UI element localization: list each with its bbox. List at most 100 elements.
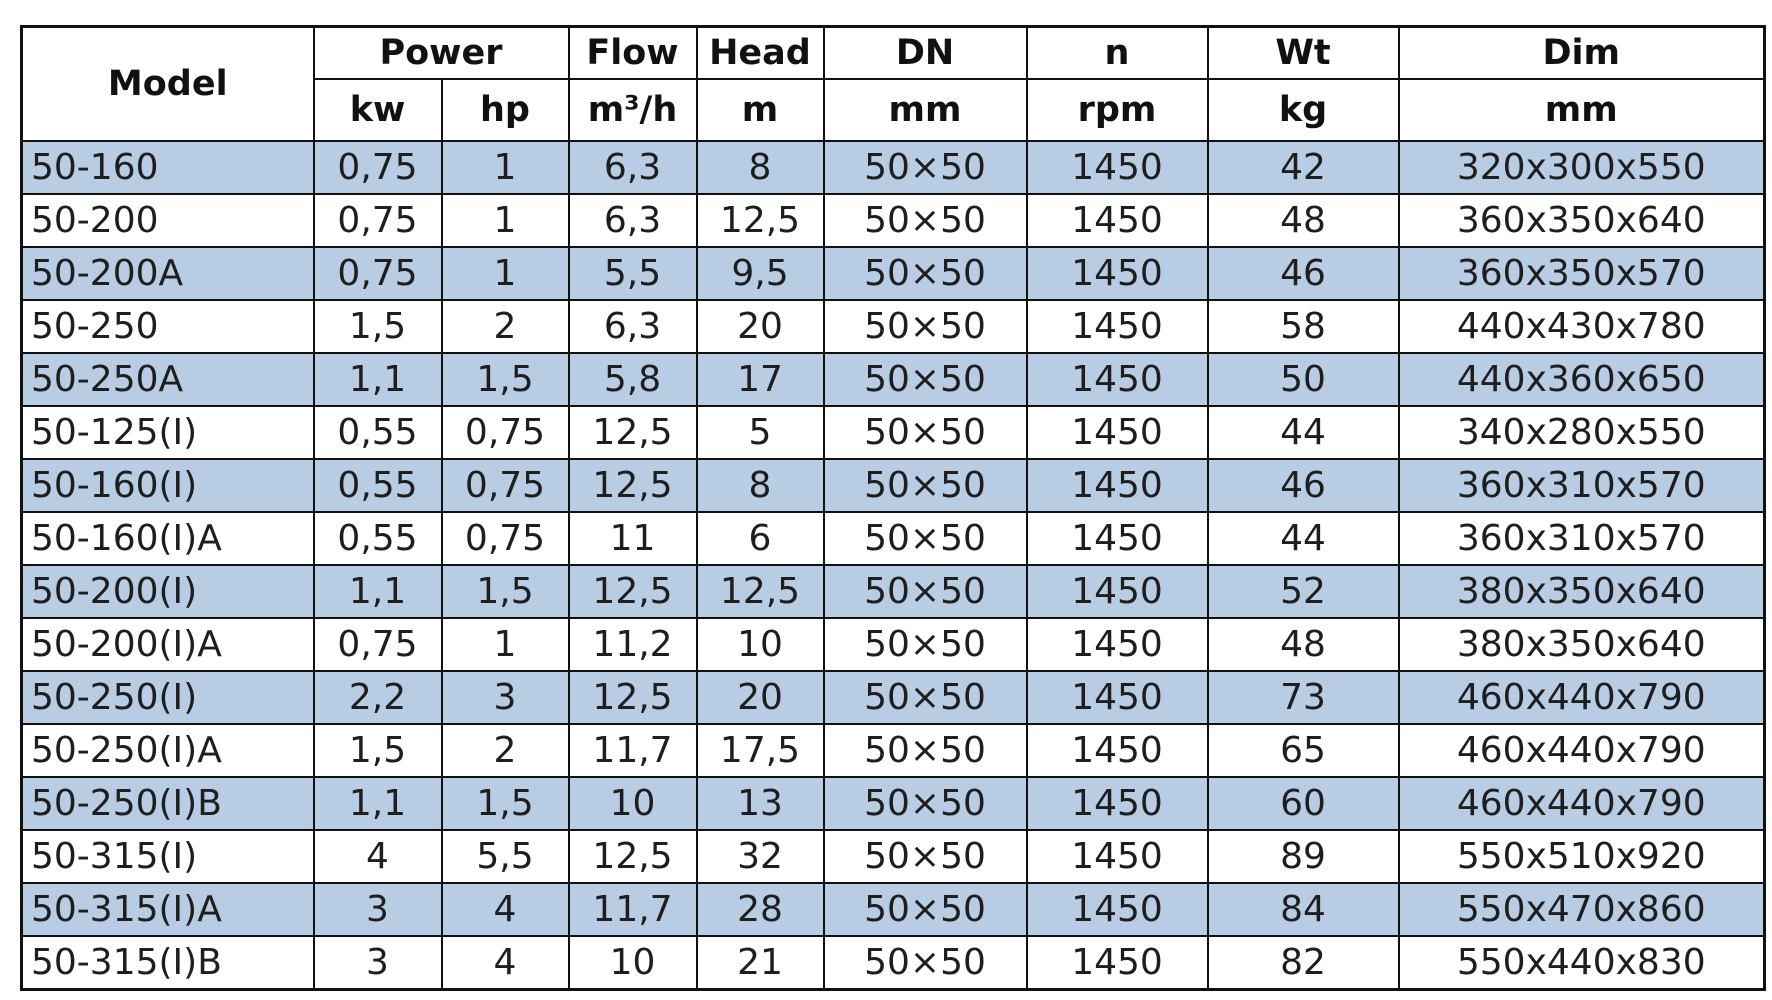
cell-flow: 12,5 [567,405,698,460]
table-row: 50-200 0,75 1 6,3 12,5 50×50 1450 48 360x350x640 [20,193,1766,248]
cell-flow: 12,5 [567,829,698,884]
cell-dn: 50×50 [822,352,1028,407]
cell-flow: 10 [567,776,698,831]
cell-dim: 380x350x640 [1397,617,1766,672]
unit-dn: mm [822,78,1028,142]
cell-rpm: 1450 [1025,246,1209,301]
cell-dn: 50×50 [822,140,1028,195]
cell-model: 50-250A [20,352,315,407]
cell-dn: 50×50 [822,829,1028,884]
cell-dim: 360x350x640 [1397,193,1766,248]
cell-flow: 10 [567,935,698,991]
unit-kg: kg [1206,78,1400,142]
cell-dn: 50×50 [822,511,1028,566]
cell-hp: 1,5 [440,564,570,619]
cell-rpm: 1450 [1025,882,1209,937]
cell-kw: 1,1 [312,564,443,619]
table-row: 50-200(I)A 0,75 1 11,2 10 50×50 1450 48 380x350x… [20,617,1766,672]
cell-kw: 1,5 [312,299,443,354]
header-head: Head [695,25,825,80]
cell-rpm: 1450 [1025,776,1209,831]
cell-dn: 50×50 [822,193,1028,248]
cell-dim: 550x470x860 [1397,882,1766,937]
unit-rpm: rpm [1025,78,1209,142]
cell-head: 13 [695,776,825,831]
cell-weight: 44 [1206,405,1400,460]
cell-rpm: 1450 [1025,458,1209,513]
cell-flow: 6,3 [567,193,698,248]
cell-dim: 440x360x650 [1397,352,1766,407]
table-row: 50-250(I)A 1,5 2 11,7 17,5 50×50 1450 65 460x440… [20,723,1766,778]
cell-model: 50-200A [20,246,315,301]
cell-dim: 340x280x550 [1397,405,1766,460]
cell-weight: 82 [1206,935,1400,991]
cell-head: 20 [695,299,825,354]
table-row: 50-200A 0,75 1 5,5 9,5 50×50 1450 46 360x350x570 [20,246,1766,301]
cell-head: 17 [695,352,825,407]
cell-rpm: 1450 [1025,829,1209,884]
cell-rpm: 1450 [1025,723,1209,778]
cell-dn: 50×50 [822,299,1028,354]
table-row: 50-160(I)A 0,55 0,75 11 6 50×50 1450 44 360x310x… [20,511,1766,566]
cell-rpm: 1450 [1025,405,1209,460]
table-row: 50-315(I)A 3 4 11,7 28 50×50 1450 84 550x470x860 [20,882,1766,937]
cell-head: 6 [695,511,825,566]
cell-head: 5 [695,405,825,460]
cell-rpm: 1450 [1025,140,1209,195]
cell-model: 50-250(I)B [20,776,315,831]
cell-dim: 320x300x550 [1397,140,1766,195]
cell-head: 20 [695,670,825,725]
cell-weight: 84 [1206,882,1400,937]
cell-hp: 4 [440,882,570,937]
table-row: 50-250(I)B 1,1 1,5 10 13 50×50 1450 60 460x440x7… [20,776,1766,831]
cell-model: 50-250(I) [20,670,315,725]
unit-flow: m³/h [567,78,698,142]
cell-flow: 11 [567,511,698,566]
cell-head: 8 [695,458,825,513]
cell-hp: 0,75 [440,405,570,460]
header-model: Model [20,25,315,142]
cell-head: 9,5 [695,246,825,301]
cell-model: 50-160(I)A [20,511,315,566]
cell-rpm: 1450 [1025,193,1209,248]
unit-hp: hp [440,78,570,142]
cell-head: 17,5 [695,723,825,778]
cell-model: 50-200(I)A [20,617,315,672]
cell-dn: 50×50 [822,405,1028,460]
cell-dn: 50×50 [822,458,1028,513]
table-row: 50-160 0,75 1 6,3 8 50×50 1450 42 320x300x550 [20,140,1766,195]
cell-weight: 50 [1206,352,1400,407]
cell-weight: 52 [1206,564,1400,619]
cell-dn: 50×50 [822,617,1028,672]
cell-dim: 460x440x790 [1397,776,1766,831]
cell-dim: 380x350x640 [1397,564,1766,619]
cell-head: 28 [695,882,825,937]
cell-hp: 1 [440,140,570,195]
cell-flow: 6,3 [567,140,698,195]
cell-head: 12,5 [695,564,825,619]
header-flow: Flow [567,25,698,80]
cell-hp: 3 [440,670,570,725]
cell-hp: 4 [440,935,570,991]
header-dim: Dim [1397,25,1766,80]
cell-rpm: 1450 [1025,511,1209,566]
cell-hp: 2 [440,299,570,354]
cell-flow: 12,5 [567,564,698,619]
cell-kw: 0,75 [312,246,443,301]
table-row: 50-315(I) 4 5,5 12,5 32 50×50 1450 89 550x510x92… [20,829,1766,884]
cell-kw: 1,5 [312,723,443,778]
cell-model: 50-125(I) [20,405,315,460]
cell-kw: 0,75 [312,140,443,195]
cell-weight: 65 [1206,723,1400,778]
cell-kw: 0,55 [312,405,443,460]
pump-spec-table: Model Power Flow Head DN n Wt Dim kw hp … [20,25,1766,991]
cell-flow: 11,7 [567,882,698,937]
cell-dim: 440x430x780 [1397,299,1766,354]
cell-dn: 50×50 [822,564,1028,619]
unit-head: m [695,78,825,142]
cell-hp: 1 [440,617,570,672]
header-weight: Wt [1206,25,1400,80]
cell-weight: 42 [1206,140,1400,195]
cell-weight: 73 [1206,670,1400,725]
cell-weight: 48 [1206,617,1400,672]
